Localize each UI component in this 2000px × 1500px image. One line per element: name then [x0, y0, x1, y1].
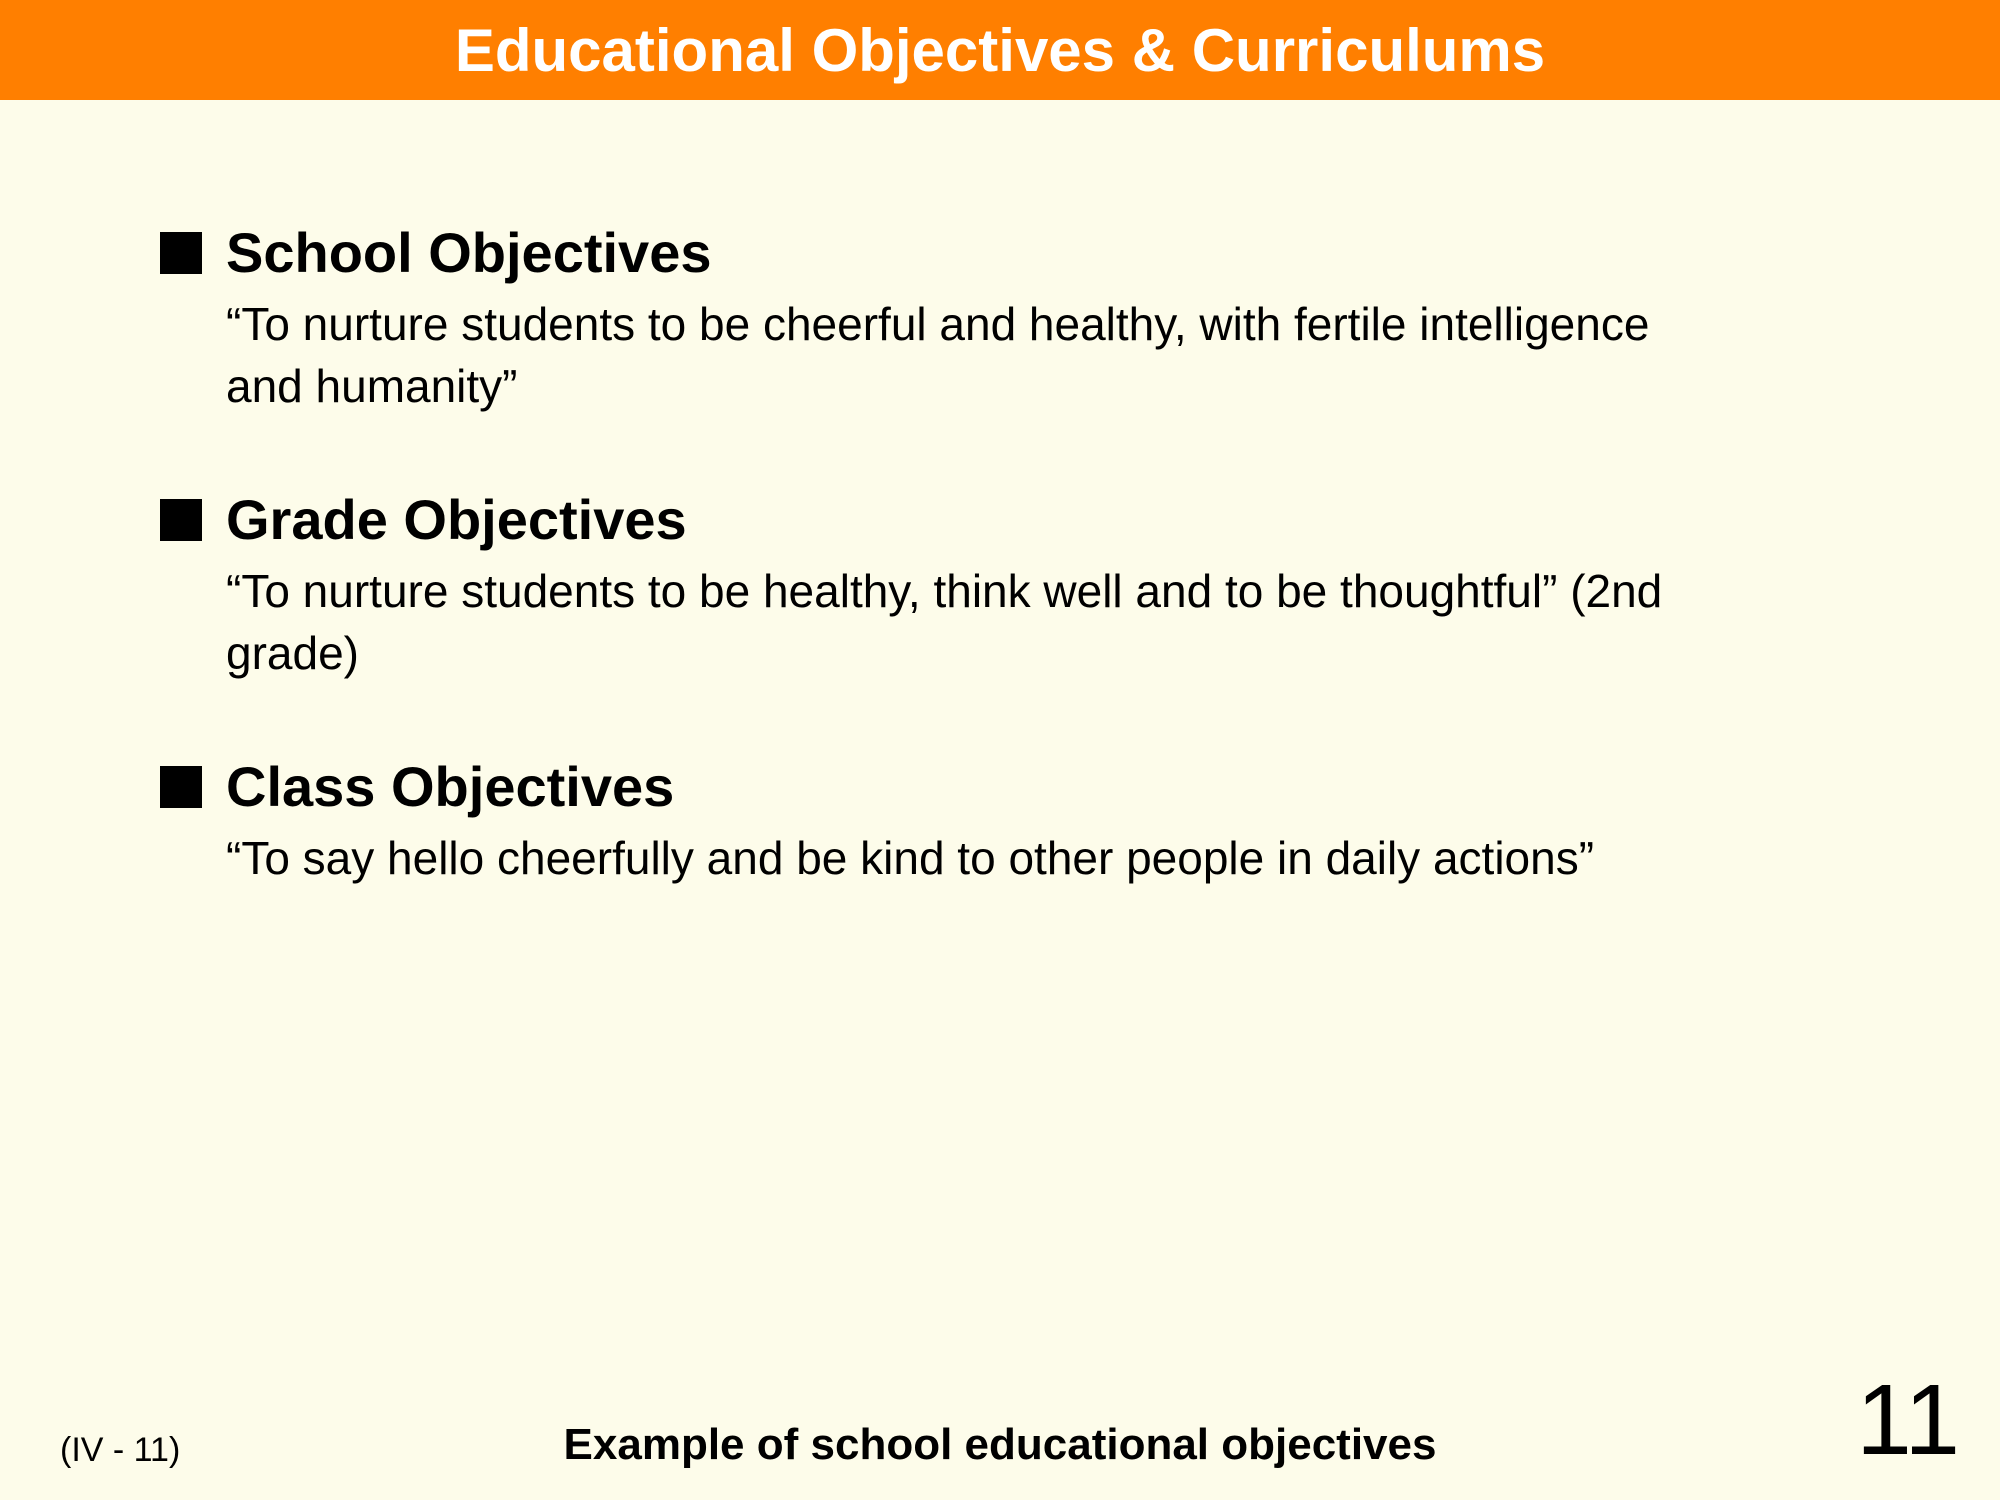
objective-block-school: School Objectives “To nurture students t… — [160, 220, 1840, 417]
objective-body: “To nurture students to be healthy, thin… — [160, 560, 1710, 684]
footer-caption: Example of school educational objectives — [564, 1420, 1437, 1470]
content-area: School Objectives “To nurture students t… — [0, 100, 2000, 889]
footer: (IV - 11) Example of school educational … — [0, 1370, 2000, 1470]
square-bullet-icon — [160, 766, 202, 808]
page-number: 11 — [1856, 1370, 1960, 1470]
square-bullet-icon — [160, 499, 202, 541]
header-bar: Educational Objectives & Curriculums — [0, 0, 2000, 100]
objective-body: “To nurture students to be cheerful and … — [160, 293, 1710, 417]
heading-text: Class Objectives — [226, 754, 674, 819]
objective-block-class: Class Objectives “To say hello cheerfull… — [160, 754, 1840, 889]
heading-text: School Objectives — [226, 220, 712, 285]
objective-heading: School Objectives — [160, 220, 1840, 285]
footer-section-label: (IV - 11) — [60, 1431, 180, 1470]
square-bullet-icon — [160, 232, 202, 274]
objective-block-grade: Grade Objectives “To nurture students to… — [160, 487, 1840, 684]
heading-text: Grade Objectives — [226, 487, 687, 552]
objective-heading: Class Objectives — [160, 754, 1840, 819]
objective-heading: Grade Objectives — [160, 487, 1840, 552]
objective-body: “To say hello cheerfully and be kind to … — [160, 827, 1710, 889]
header-title: Educational Objectives & Curriculums — [455, 16, 1545, 85]
